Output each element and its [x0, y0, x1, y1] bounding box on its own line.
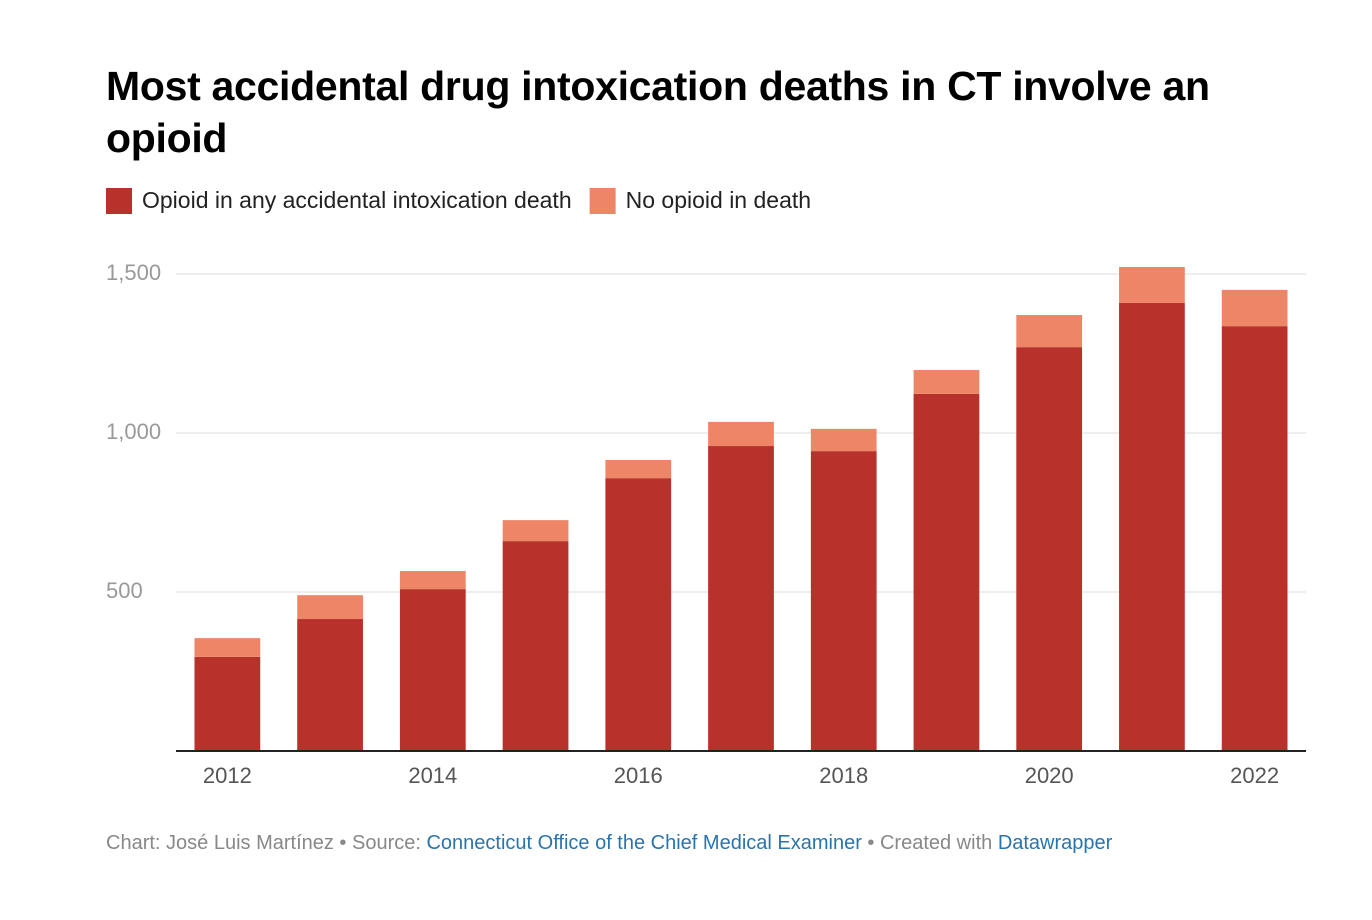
bar-segment — [913, 393, 980, 751]
x-tick-label: 2018 — [819, 763, 868, 788]
bar-segment — [1221, 326, 1288, 751]
x-tick-label: 2014 — [408, 763, 457, 788]
bar-segment — [605, 460, 672, 479]
bar-segment — [810, 428, 877, 452]
y-tick-label: 1,000 — [106, 419, 161, 444]
bar-segment — [1016, 315, 1083, 348]
footer-link[interactable]: Datawrapper — [997, 832, 1113, 854]
bar-segment — [399, 589, 466, 751]
footer-link[interactable]: Connecticut Office of the Chief Medical … — [426, 832, 862, 854]
legend-label: Opioid in any accidental intoxication de… — [142, 187, 572, 213]
x-tick-label: 2022 — [1230, 763, 1279, 788]
bar-segment — [297, 619, 363, 751]
bar-segment — [194, 638, 261, 657]
bar-segment — [1221, 289, 1288, 327]
y-tick-label: 500 — [106, 578, 143, 603]
bar-segment — [810, 451, 877, 751]
bar-segment — [297, 595, 363, 620]
footer-text: Chart: José Luis Martínez • Source: — [106, 832, 427, 854]
footer-text: • Created with — [861, 832, 998, 854]
legend-swatch — [106, 188, 132, 214]
footer: Chart: José Luis Martínez • Source: Conn… — [106, 832, 1112, 855]
bar-segment — [399, 571, 466, 590]
chart: Opioid in any accidental intoxication de… — [106, 187, 1306, 788]
bar-segment — [502, 541, 569, 751]
chart-title: Most accidental drug intoxication deaths… — [106, 63, 1210, 161]
bar-segment — [1119, 302, 1185, 751]
bar-segment — [1016, 347, 1083, 751]
bar-segment — [194, 656, 261, 751]
legend-swatch — [589, 188, 616, 214]
bar-segment — [913, 370, 980, 394]
x-tick-label: 2020 — [1025, 763, 1074, 788]
bar-segment — [605, 478, 672, 751]
x-tick-label: 2012 — [203, 763, 252, 788]
y-tick-label: 1,500 — [106, 260, 161, 285]
bar-segment — [708, 446, 774, 751]
bar-segment — [708, 421, 774, 447]
legend-label: No opioid in death — [626, 187, 811, 213]
bar-segment — [1119, 267, 1185, 303]
x-tick-label: 2016 — [614, 763, 663, 788]
bar-segment — [502, 520, 569, 542]
